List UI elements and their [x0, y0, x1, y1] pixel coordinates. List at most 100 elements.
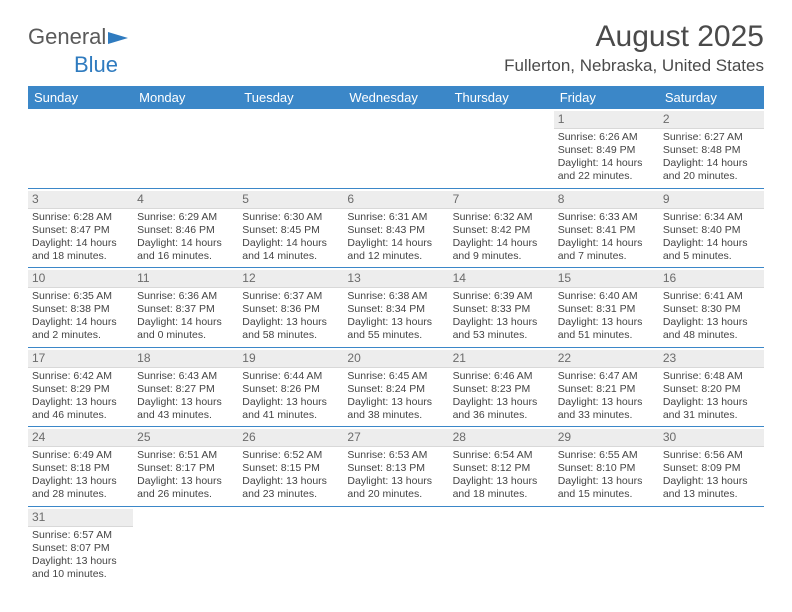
empty-cell — [659, 507, 764, 586]
empty-cell — [133, 507, 238, 586]
sunset-text: Sunset: 8:15 PM — [242, 462, 339, 475]
dow-header-row: Sunday Monday Tuesday Wednesday Thursday… — [28, 86, 764, 109]
daylight-text-1: Daylight: 13 hours — [663, 475, 760, 488]
day-cell: 31Sunrise: 6:57 AMSunset: 8:07 PMDayligh… — [28, 507, 133, 586]
day-cell: 20Sunrise: 6:45 AMSunset: 8:24 PMDayligh… — [343, 348, 448, 427]
sunrise-text: Sunrise: 6:44 AM — [242, 370, 339, 383]
daylight-text-1: Daylight: 14 hours — [242, 237, 339, 250]
daylight-text-1: Daylight: 13 hours — [453, 396, 550, 409]
day-cell: 19Sunrise: 6:44 AMSunset: 8:26 PMDayligh… — [238, 348, 343, 427]
empty-cell — [133, 109, 238, 188]
sunrise-text: Sunrise: 6:55 AM — [558, 449, 655, 462]
day-cell: 1Sunrise: 6:26 AMSunset: 8:49 PMDaylight… — [554, 109, 659, 188]
sunrise-text: Sunrise: 6:54 AM — [453, 449, 550, 462]
day-number: 19 — [238, 350, 343, 368]
week-row: 24Sunrise: 6:49 AMSunset: 8:18 PMDayligh… — [28, 427, 764, 507]
daylight-text-1: Daylight: 13 hours — [32, 396, 129, 409]
day-number: 6 — [343, 191, 448, 209]
day-number: 15 — [554, 270, 659, 288]
daylight-text-1: Daylight: 13 hours — [558, 316, 655, 329]
sunrise-text: Sunrise: 6:45 AM — [347, 370, 444, 383]
sunrise-text: Sunrise: 6:37 AM — [242, 290, 339, 303]
daylight-text-2: and 38 minutes. — [347, 409, 444, 422]
daylight-text-2: and 18 minutes. — [32, 250, 129, 263]
sunset-text: Sunset: 8:33 PM — [453, 303, 550, 316]
day-cell: 13Sunrise: 6:38 AMSunset: 8:34 PMDayligh… — [343, 268, 448, 347]
day-cell: 10Sunrise: 6:35 AMSunset: 8:38 PMDayligh… — [28, 268, 133, 347]
sunset-text: Sunset: 8:34 PM — [347, 303, 444, 316]
daylight-text-1: Daylight: 13 hours — [137, 396, 234, 409]
sunset-text: Sunset: 8:23 PM — [453, 383, 550, 396]
logo: General — [28, 24, 130, 50]
day-number: 8 — [554, 191, 659, 209]
daylight-text-2: and 12 minutes. — [347, 250, 444, 263]
empty-cell — [238, 507, 343, 586]
sunrise-text: Sunrise: 6:49 AM — [32, 449, 129, 462]
daylight-text-2: and 33 minutes. — [558, 409, 655, 422]
sunset-text: Sunset: 8:26 PM — [242, 383, 339, 396]
day-cell: 15Sunrise: 6:40 AMSunset: 8:31 PMDayligh… — [554, 268, 659, 347]
sunset-text: Sunset: 8:42 PM — [453, 224, 550, 237]
daylight-text-2: and 51 minutes. — [558, 329, 655, 342]
sunrise-text: Sunrise: 6:32 AM — [453, 211, 550, 224]
daylight-text-2: and 13 minutes. — [663, 488, 760, 501]
day-number: 12 — [238, 270, 343, 288]
day-cell: 30Sunrise: 6:56 AMSunset: 8:09 PMDayligh… — [659, 427, 764, 506]
sunset-text: Sunset: 8:17 PM — [137, 462, 234, 475]
daylight-text-1: Daylight: 13 hours — [347, 396, 444, 409]
day-number: 16 — [659, 270, 764, 288]
daylight-text-1: Daylight: 14 hours — [558, 237, 655, 250]
day-cell: 24Sunrise: 6:49 AMSunset: 8:18 PMDayligh… — [28, 427, 133, 506]
day-number: 26 — [238, 429, 343, 447]
daylight-text-2: and 23 minutes. — [242, 488, 339, 501]
week-row: 3Sunrise: 6:28 AMSunset: 8:47 PMDaylight… — [28, 189, 764, 269]
day-cell: 14Sunrise: 6:39 AMSunset: 8:33 PMDayligh… — [449, 268, 554, 347]
day-cell: 16Sunrise: 6:41 AMSunset: 8:30 PMDayligh… — [659, 268, 764, 347]
sunrise-text: Sunrise: 6:30 AM — [242, 211, 339, 224]
day-cell: 25Sunrise: 6:51 AMSunset: 8:17 PMDayligh… — [133, 427, 238, 506]
day-cell: 8Sunrise: 6:33 AMSunset: 8:41 PMDaylight… — [554, 189, 659, 268]
daylight-text-2: and 58 minutes. — [242, 329, 339, 342]
day-number: 29 — [554, 429, 659, 447]
daylight-text-2: and 22 minutes. — [558, 170, 655, 183]
sunset-text: Sunset: 8:31 PM — [558, 303, 655, 316]
daylight-text-2: and 0 minutes. — [137, 329, 234, 342]
week-row: 17Sunrise: 6:42 AMSunset: 8:29 PMDayligh… — [28, 348, 764, 428]
day-number: 31 — [28, 509, 133, 527]
sunrise-text: Sunrise: 6:39 AM — [453, 290, 550, 303]
daylight-text-1: Daylight: 14 hours — [32, 237, 129, 250]
day-number: 11 — [133, 270, 238, 288]
daylight-text-1: Daylight: 13 hours — [453, 316, 550, 329]
daylight-text-1: Daylight: 14 hours — [453, 237, 550, 250]
sunrise-text: Sunrise: 6:29 AM — [137, 211, 234, 224]
day-cell: 18Sunrise: 6:43 AMSunset: 8:27 PMDayligh… — [133, 348, 238, 427]
daylight-text-2: and 18 minutes. — [453, 488, 550, 501]
calendar-page: General August 2025 Fullerton, Nebraska,… — [0, 0, 792, 605]
sunset-text: Sunset: 8:29 PM — [32, 383, 129, 396]
day-number: 17 — [28, 350, 133, 368]
daylight-text-1: Daylight: 14 hours — [32, 316, 129, 329]
daylight-text-1: Daylight: 13 hours — [347, 475, 444, 488]
empty-cell — [343, 109, 448, 188]
sunrise-text: Sunrise: 6:41 AM — [663, 290, 760, 303]
sunset-text: Sunset: 8:36 PM — [242, 303, 339, 316]
dow-tuesday: Tuesday — [238, 86, 343, 109]
sunset-text: Sunset: 8:45 PM — [242, 224, 339, 237]
daylight-text-1: Daylight: 13 hours — [32, 475, 129, 488]
day-cell: 9Sunrise: 6:34 AMSunset: 8:40 PMDaylight… — [659, 189, 764, 268]
weeks-container: 1Sunrise: 6:26 AMSunset: 8:49 PMDaylight… — [28, 109, 764, 585]
daylight-text-1: Daylight: 13 hours — [347, 316, 444, 329]
day-cell: 4Sunrise: 6:29 AMSunset: 8:46 PMDaylight… — [133, 189, 238, 268]
sunset-text: Sunset: 8:10 PM — [558, 462, 655, 475]
sunset-text: Sunset: 8:18 PM — [32, 462, 129, 475]
daylight-text-1: Daylight: 14 hours — [663, 237, 760, 250]
dow-monday: Monday — [133, 86, 238, 109]
daylight-text-1: Daylight: 14 hours — [137, 316, 234, 329]
sunset-text: Sunset: 8:13 PM — [347, 462, 444, 475]
daylight-text-2: and 7 minutes. — [558, 250, 655, 263]
day-cell: 17Sunrise: 6:42 AMSunset: 8:29 PMDayligh… — [28, 348, 133, 427]
sunset-text: Sunset: 8:49 PM — [558, 144, 655, 157]
month-title: August 2025 — [504, 20, 764, 54]
daylight-text-1: Daylight: 13 hours — [663, 316, 760, 329]
empty-cell — [238, 109, 343, 188]
